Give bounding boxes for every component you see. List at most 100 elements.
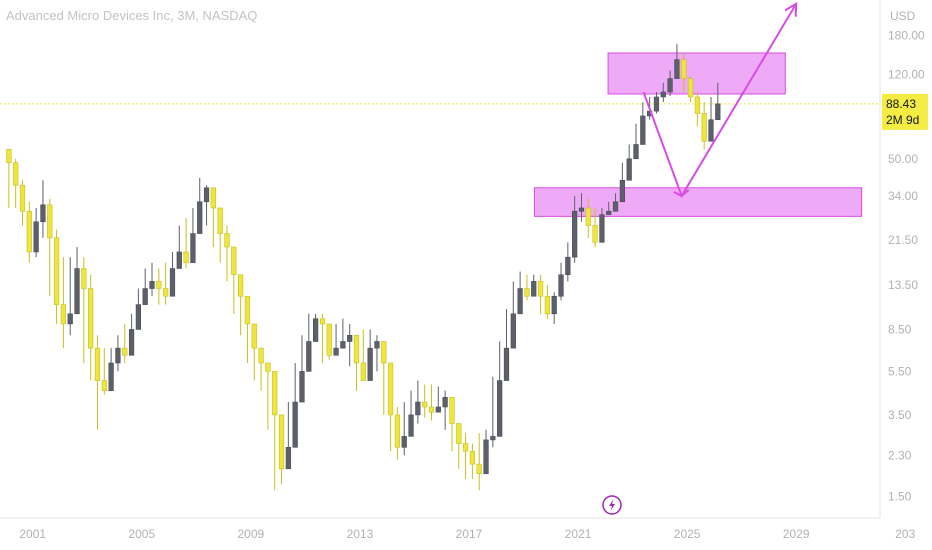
candle-body xyxy=(449,397,455,424)
x-tick-label: 2005 xyxy=(128,527,155,541)
y-tick-label: 1.50 xyxy=(888,490,912,504)
candle-body xyxy=(428,406,435,413)
candle-body xyxy=(244,295,251,325)
candle-body xyxy=(292,401,298,448)
candle-body xyxy=(708,119,714,142)
projection-pivot-marker xyxy=(673,189,690,198)
candle-body xyxy=(544,295,551,315)
candle-body xyxy=(510,313,516,349)
candle-body xyxy=(585,207,591,226)
candle-body xyxy=(299,371,305,403)
y-tick-label: 120.00 xyxy=(888,67,925,81)
candle-body xyxy=(13,162,19,186)
candle-body xyxy=(115,347,121,364)
candle-body xyxy=(128,329,135,356)
candle-body xyxy=(224,233,230,248)
last-price-badge xyxy=(882,93,928,130)
chart-title: Advanced Micro Devices Inc, 3M, NASDAQ xyxy=(6,8,258,23)
candle-body xyxy=(374,341,380,349)
candle-body xyxy=(442,397,448,408)
candle-body xyxy=(619,179,625,203)
candle-body xyxy=(381,341,387,364)
candle-body xyxy=(394,414,401,448)
y-tick-label: 50.00 xyxy=(888,152,918,166)
candle-body xyxy=(231,246,237,276)
candle-body xyxy=(60,304,67,325)
candle-body xyxy=(558,274,564,297)
candle-body xyxy=(88,288,94,349)
candle-body xyxy=(169,268,176,297)
y-tick-label: 34.00 xyxy=(888,189,918,203)
candle-body xyxy=(238,274,244,297)
candle-body xyxy=(183,251,189,263)
zone-rect-1[interactable] xyxy=(607,52,786,95)
candle-body xyxy=(681,59,687,79)
y-tick-label: 5.50 xyxy=(888,364,912,378)
candle-body xyxy=(347,334,353,342)
candle-body xyxy=(19,184,26,212)
candle-body xyxy=(265,362,271,372)
candle-body xyxy=(503,347,510,381)
last-price-countdown: 2M 9d xyxy=(886,113,919,127)
candle-body xyxy=(401,436,407,448)
candle-body xyxy=(326,323,332,356)
candle-body xyxy=(565,256,571,276)
candle-body xyxy=(422,401,428,408)
candle-body xyxy=(203,187,210,203)
last-price-value: 88.43 xyxy=(886,97,916,111)
candle-body xyxy=(469,450,476,465)
y-tick-label: 13.50 xyxy=(888,278,918,292)
candle-body xyxy=(674,59,680,79)
y-tick-label: 21.50 xyxy=(888,233,918,247)
x-tick-label: 2025 xyxy=(674,527,701,541)
candle-body xyxy=(653,96,660,112)
candle-body xyxy=(687,78,694,98)
candle-body xyxy=(67,313,73,325)
projection-path[interactable] xyxy=(642,3,798,199)
candle-body xyxy=(667,78,673,93)
candle-body xyxy=(360,362,366,381)
lightning-bolt xyxy=(609,499,615,511)
candle-body xyxy=(53,237,60,305)
y-tick-label: 2.30 xyxy=(888,448,912,462)
candle-body xyxy=(319,318,326,325)
candle-body xyxy=(258,347,264,364)
candle-body xyxy=(612,201,619,212)
x-tick-label: 203 xyxy=(895,527,915,541)
candle-body xyxy=(578,207,585,212)
candle-body xyxy=(660,91,666,98)
candle-body xyxy=(537,281,544,297)
x-tick-label: 2029 xyxy=(783,527,810,541)
candle-body xyxy=(490,436,496,441)
candle-body xyxy=(640,115,646,145)
candle-body xyxy=(599,214,605,243)
x-tick-label: 2021 xyxy=(565,527,592,541)
candle-body xyxy=(197,201,203,234)
candle-body xyxy=(122,347,128,356)
candle-body xyxy=(190,233,196,263)
candle-body xyxy=(387,362,394,416)
candle-body xyxy=(285,447,291,470)
candle-body xyxy=(551,295,557,315)
zone-rect-2[interactable] xyxy=(533,187,863,217)
candle-body xyxy=(572,210,578,258)
candle-body xyxy=(156,281,162,289)
candle-body xyxy=(462,443,469,452)
candle-body xyxy=(217,207,223,234)
candle-body xyxy=(163,288,169,297)
candle-body xyxy=(306,341,312,372)
candle-body xyxy=(701,113,707,142)
candle-body xyxy=(633,144,639,160)
candle-body xyxy=(476,463,482,475)
candle-body xyxy=(47,204,53,239)
candle-body xyxy=(483,439,489,475)
candle-body xyxy=(333,347,339,356)
candle-body xyxy=(592,225,598,243)
candle-body xyxy=(312,318,319,342)
x-tick-label: 2013 xyxy=(347,527,374,541)
candle-body xyxy=(408,414,414,437)
x-tick-label: 2009 xyxy=(238,527,265,541)
candle-body xyxy=(40,204,46,223)
candle-body xyxy=(435,406,441,413)
